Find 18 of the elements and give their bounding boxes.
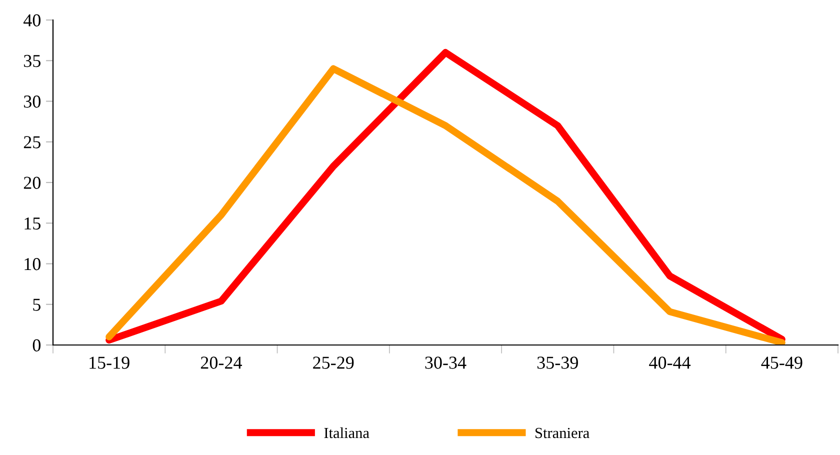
x-tick-label: 25-29 [313,356,354,369]
legend-label: Italiana [324,427,370,438]
y-tick-label: 10 [24,258,41,270]
y-tick-label: 0 [32,339,41,352]
x-tick-label: 45-49 [761,356,802,369]
y-tick-label: 40 [23,14,41,26]
y-tick-label: 30 [24,96,41,108]
x-tick-label: 40-44 [649,356,691,369]
x-tick-label: 20-24 [200,356,242,369]
legend-label: Straniera [536,428,590,438]
y-tick-label: 35 [24,54,40,68]
y-tick-label: 15 [24,217,40,230]
x-tick-label: 30-34 [425,356,466,369]
x-tick-label: 35-39 [537,356,578,369]
y-tick-label: 5 [33,298,40,311]
y-tick-label: 20 [24,176,41,189]
x-tick-label: 15-19 [90,356,130,369]
y-tick-label: 25 [24,136,40,148]
